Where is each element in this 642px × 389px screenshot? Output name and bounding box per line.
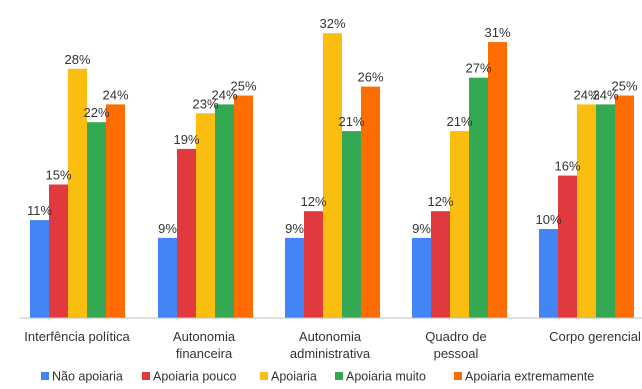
bar [361, 86, 380, 318]
legend-swatch [454, 372, 462, 380]
x-tick-label: Quadro de [425, 329, 486, 344]
data-label: 24% [592, 87, 618, 102]
data-labels-group: 11% 9% 9% 9% 10% 15% 19% 12% 12% 16% 28% 23% 32% 21% 2… [27, 16, 638, 236]
legend-swatch [41, 372, 49, 380]
data-label: 9% [158, 221, 177, 236]
legend-swatch [335, 372, 343, 380]
x-tick-label: financeira [176, 346, 233, 361]
bar [215, 104, 234, 319]
data-label: 28% [64, 52, 90, 67]
data-label: 22% [83, 105, 109, 120]
bar [558, 175, 577, 318]
legend-label: Apoiaria muito [346, 370, 426, 384]
data-label: 21% [446, 114, 472, 129]
x-tick-label: pessoal [434, 346, 479, 361]
data-label: 9% [285, 221, 304, 236]
bar [539, 229, 558, 318]
legend: Não apoiaria Apoiaria pouco Apoiaria Apoiar… [41, 370, 594, 384]
bar [488, 42, 507, 318]
bar [285, 237, 304, 318]
data-label: 11% [27, 203, 52, 218]
bar [596, 104, 615, 319]
data-label: 24% [102, 87, 128, 102]
bar [412, 237, 431, 318]
legend-label: Apoiaria extremamente [465, 370, 594, 384]
data-label: 12% [300, 194, 326, 209]
legend-label: Apoiaria [271, 370, 317, 384]
data-label: 24% [573, 87, 599, 102]
bar [304, 211, 323, 318]
bar [158, 237, 177, 318]
bar [469, 77, 488, 318]
bar [342, 131, 361, 318]
data-label: 24% [211, 87, 237, 102]
data-label: 12% [427, 194, 453, 209]
bar [68, 68, 87, 318]
legend-swatch [142, 372, 150, 380]
legend-label: Não apoiaria [52, 370, 123, 384]
bars-group [30, 33, 634, 319]
data-label: 31% [484, 25, 510, 40]
x-tick-label: Interfência política [24, 329, 130, 344]
data-label: 32% [319, 16, 345, 31]
bar [196, 113, 215, 318]
x-tick-label: Autonomia [173, 329, 236, 344]
bar [323, 33, 342, 318]
data-label: 19% [173, 132, 199, 147]
data-label: 10% [535, 212, 561, 227]
data-label: 21% [338, 114, 364, 129]
bar [450, 131, 469, 318]
bar [577, 104, 596, 319]
bar [431, 211, 450, 318]
x-tick-labels-group: Interfência política Autonomia financeira A… [24, 329, 641, 361]
legend-swatch [260, 372, 268, 380]
bar [234, 95, 253, 318]
x-tick-label: administrativa [290, 346, 371, 361]
data-label: 23% [192, 96, 218, 111]
data-label: 16% [554, 159, 580, 174]
bar [106, 104, 125, 319]
bar [177, 148, 196, 318]
data-label: 9% [412, 221, 431, 236]
data-label: 15% [45, 168, 71, 183]
data-label: 25% [230, 79, 256, 94]
x-tick-label: Corpo gerencial [549, 329, 641, 344]
legend-label: Apoiaria pouco [153, 370, 236, 384]
bar [49, 184, 68, 318]
x-tick-label: Autonomia [299, 329, 362, 344]
data-label: 25% [611, 79, 637, 94]
bar [87, 122, 106, 318]
bar [30, 220, 49, 318]
data-label: 26% [357, 70, 383, 85]
bar [615, 95, 634, 318]
data-label: 27% [465, 61, 491, 76]
